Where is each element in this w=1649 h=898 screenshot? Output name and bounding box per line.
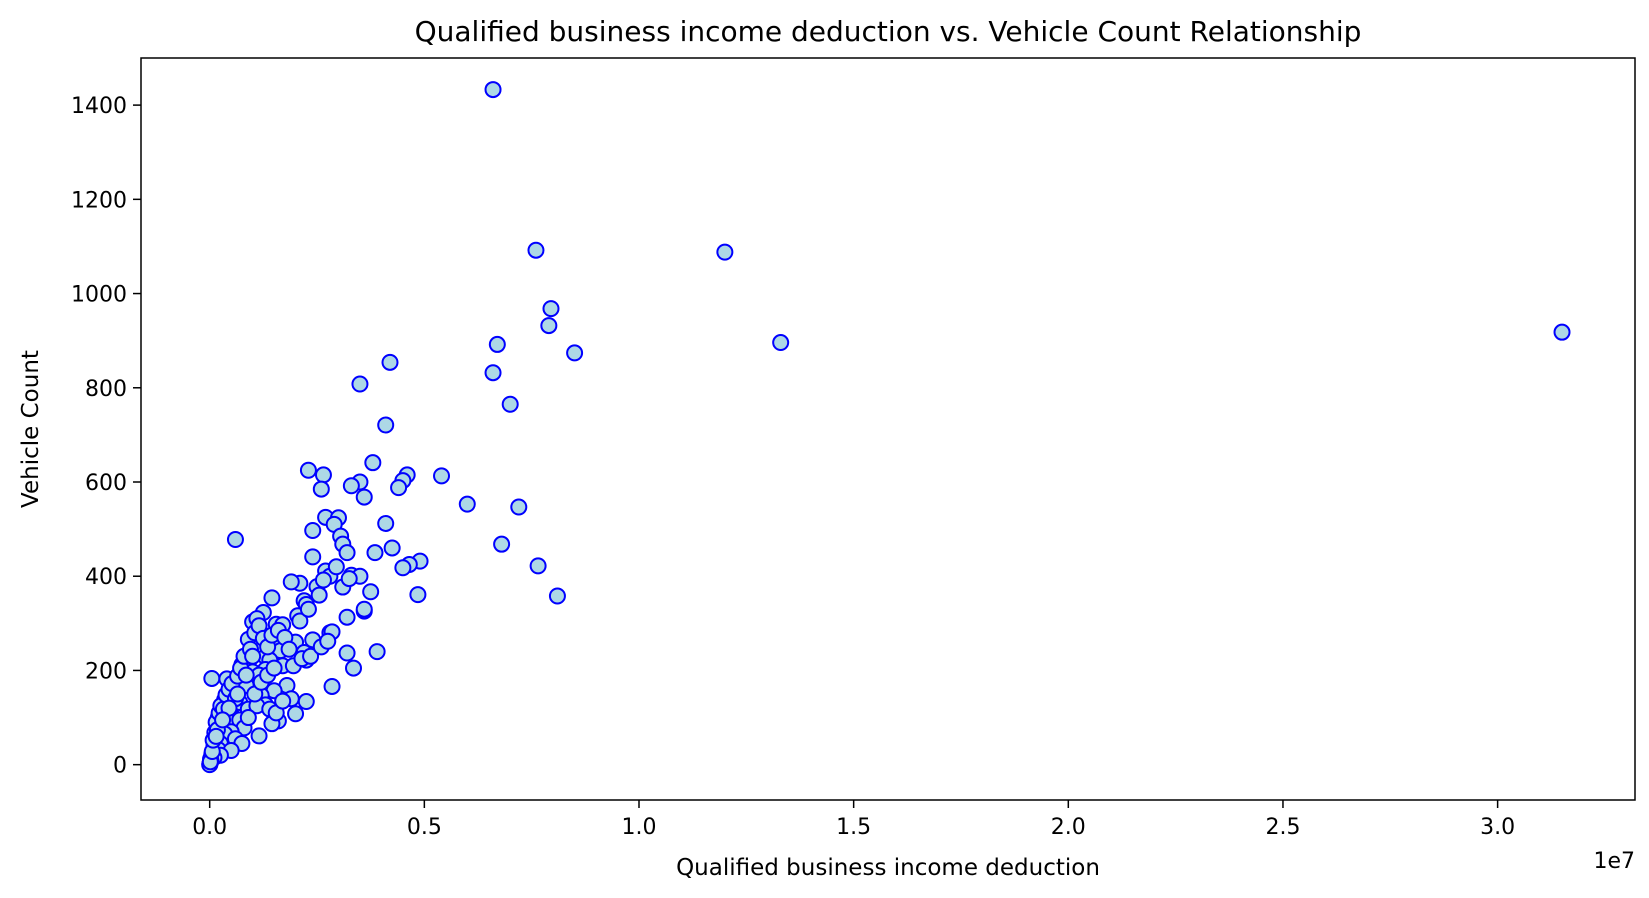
y-tick-label: 1000 xyxy=(71,283,127,308)
data-point xyxy=(302,647,320,665)
data-point xyxy=(394,559,412,577)
data-point xyxy=(529,557,547,575)
y-tick-label: 1400 xyxy=(71,94,127,119)
data-point xyxy=(383,539,401,557)
data-point xyxy=(458,495,476,513)
data-point xyxy=(229,685,247,703)
data-point xyxy=(433,467,451,485)
x-tick-label: 2.5 xyxy=(1265,815,1300,840)
data-point xyxy=(214,711,232,729)
data-point xyxy=(342,477,360,495)
data-point xyxy=(1553,323,1571,341)
y-axis: 0 200 400 600 800 1000 1200 1400 xyxy=(71,94,141,779)
data-point xyxy=(355,600,373,618)
data-point xyxy=(297,693,315,711)
x-tick-label: 2.0 xyxy=(1051,815,1086,840)
data-point xyxy=(265,659,283,677)
data-point xyxy=(282,573,300,591)
x-tick-label: 3.0 xyxy=(1480,815,1515,840)
data-point xyxy=(345,659,363,677)
data-point xyxy=(488,335,506,353)
data-point xyxy=(772,334,790,352)
points-layer xyxy=(201,81,1571,774)
data-point xyxy=(484,81,502,99)
data-point xyxy=(299,600,317,618)
data-point xyxy=(287,705,305,723)
data-point xyxy=(274,692,292,710)
x-axis-label: Qualified business income deduction xyxy=(676,855,1100,881)
data-point xyxy=(250,727,268,745)
data-point xyxy=(327,558,345,576)
data-point xyxy=(366,544,384,562)
chart-title: Qualified business income deduction vs. … xyxy=(415,15,1362,48)
y-tick-label: 400 xyxy=(85,565,127,590)
data-point xyxy=(207,727,225,745)
data-point xyxy=(304,522,322,540)
data-point xyxy=(501,395,519,413)
x-tick-label: 0.0 xyxy=(192,815,227,840)
data-point xyxy=(527,241,545,259)
plot-frame xyxy=(140,57,1636,801)
data-point xyxy=(377,514,395,532)
x-axis: 0.0 0.5 1.0 1.5 2.0 2.5 3.0 xyxy=(192,800,1515,840)
data-point xyxy=(319,632,337,650)
data-point xyxy=(312,480,330,498)
data-point xyxy=(542,300,560,318)
data-point xyxy=(716,243,734,261)
x-tick-label: 0.5 xyxy=(407,815,442,840)
data-point xyxy=(244,647,262,665)
data-point xyxy=(310,586,328,604)
data-point xyxy=(540,317,558,335)
data-point xyxy=(340,570,358,588)
data-point xyxy=(314,571,332,589)
y-tick-label: 600 xyxy=(85,471,127,496)
data-point xyxy=(351,375,369,393)
data-point xyxy=(323,677,341,695)
data-point xyxy=(493,535,511,553)
data-point xyxy=(566,344,584,362)
data-point xyxy=(368,643,386,661)
data-point xyxy=(237,666,255,684)
data-point xyxy=(364,454,382,472)
y-tick-label: 800 xyxy=(85,377,127,402)
data-point xyxy=(409,586,427,604)
data-point xyxy=(390,479,408,497)
data-point xyxy=(226,530,244,548)
x-axis-offset-text: 1e7 xyxy=(1593,849,1635,874)
data-point xyxy=(362,583,380,601)
data-point xyxy=(291,612,309,630)
data-point xyxy=(338,644,356,662)
data-point xyxy=(280,640,298,658)
data-point xyxy=(304,548,322,566)
data-point xyxy=(314,466,332,484)
data-point xyxy=(381,353,399,371)
data-point xyxy=(484,364,502,382)
data-point xyxy=(263,589,281,607)
y-axis-label: Vehicle Count xyxy=(18,350,44,508)
data-point xyxy=(338,608,356,626)
data-point xyxy=(548,587,566,605)
data-point xyxy=(338,544,356,562)
data-point xyxy=(203,669,221,687)
data-point xyxy=(510,498,528,516)
data-point xyxy=(239,709,257,727)
x-tick-label: 1.0 xyxy=(622,815,657,840)
y-tick-label: 1200 xyxy=(71,188,127,213)
data-point xyxy=(355,488,373,506)
data-point xyxy=(377,416,395,434)
data-point xyxy=(299,461,317,479)
y-tick-label: 0 xyxy=(113,754,127,779)
y-tick-label: 200 xyxy=(85,659,127,684)
x-tick-label: 1.5 xyxy=(836,815,871,840)
